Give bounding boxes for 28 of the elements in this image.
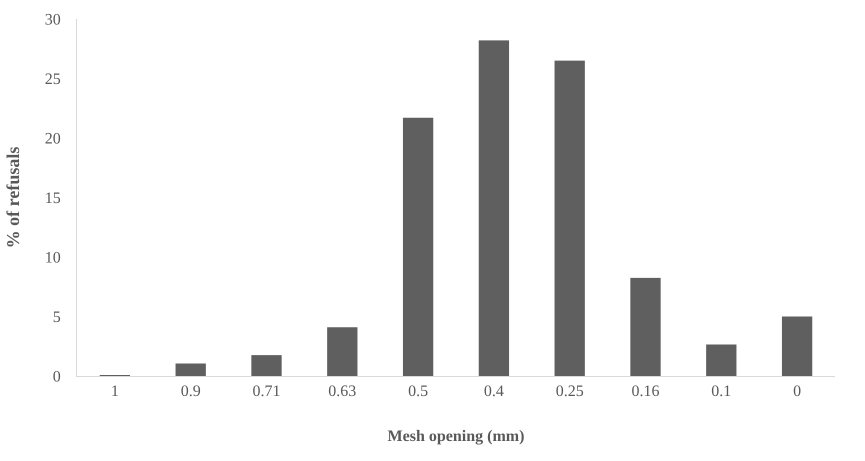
x-tick-label: 0 bbox=[793, 383, 802, 400]
bar bbox=[706, 344, 736, 376]
y-tick-label: 25 bbox=[44, 71, 61, 88]
bar bbox=[630, 278, 661, 376]
x-tick-label: 0.63 bbox=[328, 383, 356, 400]
y-tick-label: 20 bbox=[44, 130, 61, 148]
x-tick-label: 1 bbox=[110, 383, 119, 400]
x-axis-title: Mesh opening (mm) bbox=[388, 428, 524, 445]
y-tick-label: 30 bbox=[44, 12, 61, 29]
y-axis-title: % of refusals bbox=[3, 146, 23, 248]
x-tick-label: 0.5 bbox=[408, 383, 428, 400]
y-tick-label: 5 bbox=[52, 309, 61, 326]
bar bbox=[251, 355, 282, 376]
bar bbox=[782, 316, 812, 376]
bar bbox=[402, 118, 434, 376]
bar bbox=[327, 327, 358, 376]
y-tick-label: 0 bbox=[52, 368, 61, 386]
x-tick-label: 0.16 bbox=[632, 383, 660, 400]
bar bbox=[478, 40, 510, 376]
bar bbox=[176, 364, 206, 376]
x-tick-label: 0.71 bbox=[252, 383, 280, 400]
x-tick-label: 0.25 bbox=[556, 383, 584, 400]
bar bbox=[554, 60, 585, 376]
x-tick-label: 0.4 bbox=[484, 383, 504, 400]
x-tick-label: 0.1 bbox=[711, 383, 732, 400]
x-tick-label: 0.9 bbox=[180, 383, 201, 400]
y-tick-label: 10 bbox=[44, 250, 61, 267]
y-tick-label: 15 bbox=[44, 190, 61, 208]
